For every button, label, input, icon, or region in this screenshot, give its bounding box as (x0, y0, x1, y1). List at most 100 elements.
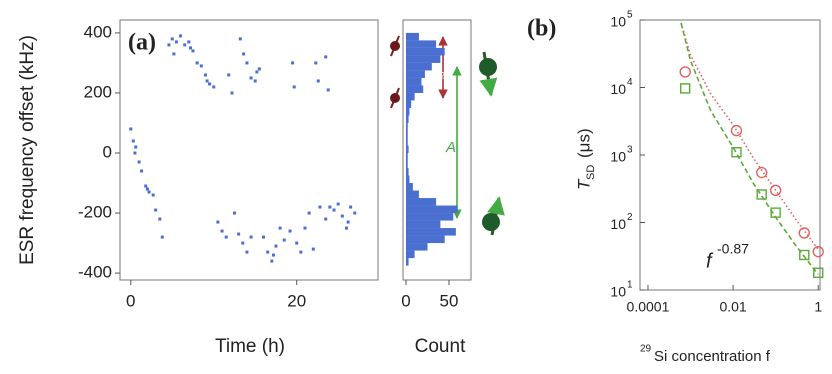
point (278, 226, 282, 230)
y-tick-sup: 1 (627, 280, 633, 291)
y-tick-sup: 5 (627, 10, 633, 21)
bar (406, 190, 419, 199)
point (324, 55, 328, 59)
bar (406, 160, 408, 169)
bar (406, 213, 454, 221)
bar (406, 55, 441, 63)
point (220, 229, 224, 233)
bar (406, 47, 445, 56)
point (326, 88, 330, 92)
point (262, 235, 266, 239)
y-tick-label: 0 (103, 142, 112, 161)
point (291, 61, 295, 65)
y-tick-label: 10 (610, 14, 626, 30)
point (131, 139, 135, 143)
point (191, 49, 195, 53)
point (232, 211, 236, 215)
point (328, 205, 332, 209)
bar (406, 243, 428, 251)
point (324, 217, 328, 221)
bar (406, 122, 408, 131)
bar (406, 220, 441, 229)
point (353, 211, 357, 215)
y-tick-sup: 2 (627, 212, 633, 223)
x-tick-label: 0.0001 (627, 299, 670, 315)
point (238, 37, 242, 41)
point (314, 61, 318, 65)
x-tick-label: 50 (440, 291, 459, 310)
point (340, 214, 344, 218)
bar (406, 62, 432, 71)
point (299, 250, 303, 254)
x-axis-label: Count (415, 336, 466, 357)
bar (406, 77, 422, 86)
bar (406, 168, 409, 176)
bar (406, 115, 409, 123)
marker (679, 66, 691, 78)
point (257, 67, 261, 71)
annotation-sub: 2 (440, 70, 445, 80)
point (336, 202, 340, 206)
point (199, 64, 203, 68)
point (170, 37, 174, 41)
point (154, 208, 158, 212)
point (151, 193, 155, 197)
point (187, 40, 191, 44)
point (179, 34, 183, 38)
point (253, 79, 257, 83)
marker (812, 245, 824, 258)
point (160, 235, 164, 239)
point (140, 169, 144, 173)
point (249, 76, 253, 80)
bar (406, 198, 437, 206)
marker (799, 249, 810, 261)
point (245, 61, 249, 65)
marker (731, 147, 742, 158)
annotation: A (445, 139, 456, 156)
point (212, 85, 216, 89)
point (318, 205, 322, 209)
point (346, 220, 350, 224)
marker (680, 83, 691, 94)
point (255, 70, 259, 74)
point (189, 46, 193, 50)
point (282, 238, 286, 242)
panel-label: (b) (527, 16, 556, 42)
x-tick-label: 0.01 (719, 299, 746, 315)
point (288, 229, 292, 233)
point (205, 79, 209, 83)
marker (813, 267, 824, 278)
marker (756, 189, 767, 200)
point (295, 241, 299, 245)
y-tick-label: -200 (78, 203, 112, 222)
y-tick-label: 400 (84, 22, 112, 41)
x-tick-label: 0 (401, 291, 410, 310)
x-tick-label: 1 (814, 299, 822, 315)
point (349, 205, 353, 209)
spin-icon (390, 35, 505, 236)
label-part: (μs) (574, 128, 593, 158)
y-axis-label: ESR frequency offset (kHz) (17, 35, 38, 265)
fit-line (680, 22, 819, 275)
point (274, 244, 278, 248)
annotation: A (429, 61, 439, 77)
bar (406, 32, 419, 41)
y-tick-label: -400 (78, 263, 112, 282)
x-tick-label: 20 (287, 291, 306, 310)
point (316, 79, 320, 83)
frame-hist (402, 19, 472, 281)
bar (406, 228, 456, 236)
point (266, 250, 270, 254)
frame-a (119, 19, 379, 281)
x-axis-label-sup: 29 (640, 344, 652, 355)
y-tick-label: 10 (610, 216, 626, 232)
bar (406, 107, 410, 116)
point (227, 73, 231, 77)
point (134, 145, 138, 149)
point (174, 40, 178, 44)
point (242, 52, 246, 56)
label-part: T (574, 178, 593, 190)
point (245, 250, 249, 254)
point (344, 226, 348, 230)
